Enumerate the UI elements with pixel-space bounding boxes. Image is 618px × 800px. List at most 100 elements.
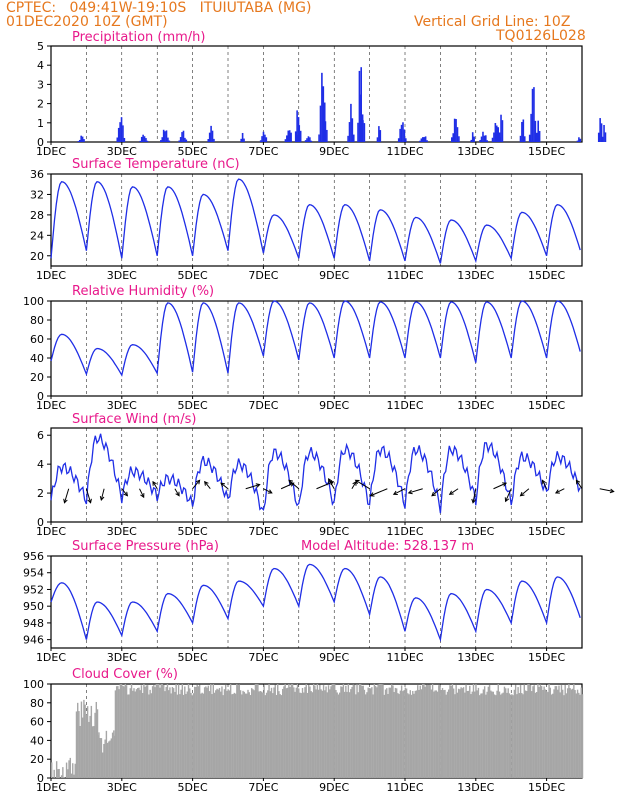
precip-bar	[81, 136, 84, 142]
precip-bar	[600, 123, 603, 142]
cloud-bar	[264, 695, 267, 778]
precip-bar	[376, 137, 379, 142]
panel-4: 946 948 950 952 954 956 1DEC 3DEC 5DEC 7DEC 9DEC 11…	[23, 539, 583, 664]
cloud-bar	[217, 689, 219, 778]
wind-arrowhead	[195, 479, 201, 485]
cloud-bar	[118, 689, 120, 778]
cloud-bar	[135, 689, 138, 778]
plot-frame	[50, 300, 583, 397]
precip-bar	[309, 137, 311, 142]
cloud-bar	[413, 693, 415, 778]
y-tick-label: 0	[37, 136, 44, 149]
precip-bar	[161, 137, 164, 142]
cloud-bar	[84, 704, 86, 778]
cloud-bar	[429, 685, 431, 778]
cloud-bar	[330, 686, 332, 778]
cloud-bar	[153, 685, 155, 778]
precip-bar	[120, 117, 123, 142]
wind-vector	[355, 479, 370, 490]
cloud-bar	[357, 692, 359, 778]
cloud-bar	[239, 690, 242, 778]
precip-bar	[310, 140, 313, 142]
cloud-bar	[560, 685, 563, 778]
precip-bar	[579, 138, 582, 142]
y-tick-label: 946	[23, 634, 44, 647]
cloud-bar	[454, 694, 456, 778]
cloud-bar	[301, 688, 304, 778]
cloud-bar	[353, 684, 356, 778]
cloud-bar	[538, 686, 540, 778]
cloud-bar	[184, 686, 186, 778]
wind-vector	[393, 488, 406, 495]
cloud-bar	[482, 689, 485, 778]
plot-frame	[50, 45, 583, 143]
x-tick-label: 15DEC	[528, 781, 565, 794]
cloud-bar	[506, 692, 508, 778]
cloud-bar	[151, 686, 154, 778]
wind-arrowhead	[575, 479, 581, 485]
precip-bar	[319, 105, 322, 142]
cloud-bar	[566, 688, 569, 778]
cloud-bar	[150, 693, 153, 778]
cloud-bar	[395, 688, 398, 778]
cloud-bar	[159, 687, 161, 778]
wind-vector	[555, 488, 565, 494]
precip-bar	[294, 131, 297, 142]
precip-bar	[143, 136, 146, 142]
cloud-bar	[156, 684, 159, 778]
y-tick-label: 948	[23, 617, 44, 630]
cloud-bar	[561, 689, 564, 778]
y-tick-label: 4	[37, 59, 44, 72]
cloud-bar	[237, 685, 239, 778]
y-tick-label: 6	[37, 429, 44, 442]
cloud-bar	[516, 694, 518, 778]
cloud-bar	[295, 687, 298, 778]
wind-vector	[575, 480, 583, 490]
series-line	[50, 178, 581, 264]
cloud-bar	[449, 685, 451, 778]
cloud-bar	[309, 686, 311, 778]
cloud-bar	[203, 687, 206, 778]
precip-bar	[423, 137, 426, 142]
wind-vector	[328, 478, 335, 489]
x-tick-label: 13DEC	[457, 781, 494, 794]
wind-arrowhead	[288, 479, 294, 485]
precip-bar	[351, 118, 354, 142]
cloud-bar	[132, 690, 134, 778]
wind-vector	[174, 488, 180, 496]
cloud-bar	[197, 686, 200, 778]
cloud-bar	[106, 742, 109, 778]
cloud-bar	[312, 684, 315, 778]
cloud-bar	[93, 726, 95, 778]
precip-bar	[538, 130, 541, 142]
cloud-bar	[211, 694, 213, 778]
precip-bar	[348, 122, 351, 142]
cloud-bar	[216, 688, 218, 778]
y-tick-label: 28	[30, 209, 44, 222]
cloud-bar	[243, 691, 245, 778]
cloud-bar	[509, 694, 512, 778]
cloud-bar	[83, 699, 85, 778]
cloud-bar	[104, 739, 106, 778]
cloud-bar	[327, 685, 330, 778]
x-tick-label: 3DEC	[107, 651, 137, 664]
cloud-bar	[377, 684, 379, 778]
plot-frame	[50, 555, 583, 649]
panel-0: 0 1 2 3 4 5 1DEC 3DEC 5DEC 7DEC 9DEC 11DEC 13DEC 15DE…	[36, 30, 607, 158]
wind-vector	[493, 482, 507, 490]
x-tick-label: 7DEC	[248, 651, 278, 664]
cloud-bar	[503, 686, 506, 778]
precip-bar	[523, 136, 526, 142]
cloud-bar	[505, 688, 507, 778]
precip-bar	[123, 137, 126, 142]
precip-bar	[405, 138, 407, 142]
precip-bar	[498, 132, 501, 142]
cloud-bar	[186, 691, 188, 778]
cloud-bar	[123, 686, 125, 778]
cloud-bar	[467, 690, 470, 778]
precip-bar	[140, 136, 143, 142]
cloud-bar	[69, 757, 71, 778]
precip-bar	[145, 138, 147, 142]
y-tick-label: 32	[30, 188, 44, 201]
wind-vector	[541, 480, 548, 489]
